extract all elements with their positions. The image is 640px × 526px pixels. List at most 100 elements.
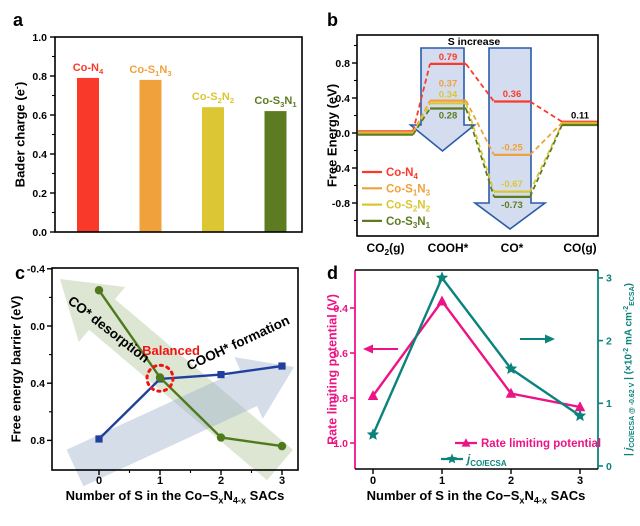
plot-frame: [51, 267, 299, 471]
y-axis-label: Bader charge (e-): [12, 82, 27, 188]
legend-label-2: Co-S1N3: [386, 183, 431, 197]
right-arrow: [545, 334, 555, 344]
plot-frame: [356, 34, 599, 237]
x-axis-label: Number of S in the Co−SxN4-x SACs: [367, 488, 586, 505]
data-point: [277, 441, 287, 451]
data-point: [573, 409, 587, 422]
right-tick-label: 0: [606, 461, 612, 473]
x-tick-label: 3: [279, 475, 285, 487]
bars-group: Co-N4 Co-S1N3 Co-S2N2 Co-S3N1: [73, 62, 297, 233]
s-increase-label: S increase: [448, 36, 501, 48]
data-point: [574, 401, 586, 412]
x-tick-label: 1: [157, 475, 163, 487]
value-label: 0.37: [439, 79, 458, 90]
x-tick-label: CO(g): [563, 241, 596, 255]
x-tick-label: 2: [218, 475, 224, 487]
bar-2: [139, 79, 162, 233]
y-tick-label: 0.6: [32, 110, 47, 122]
co-desorption-arrow: [60, 279, 293, 481]
bar-label-1: Co-N4: [73, 62, 104, 76]
x-tick-label: 2: [508, 475, 514, 487]
energy-steps: [358, 62, 598, 198]
series-group: [366, 271, 587, 440]
bar-3: [202, 107, 224, 232]
x-tick-label: CO2(g): [367, 241, 405, 257]
value-label: -0.67: [501, 179, 523, 190]
legend-label-2: jCO/ECSA: [465, 454, 507, 468]
data-point: [217, 371, 225, 379]
y-tick-label: 0.8: [30, 435, 45, 447]
data-point: [504, 362, 518, 375]
y-tick-label: 0.4: [32, 149, 47, 161]
series-line-2: [98, 289, 283, 448]
left-tick-label: 0.4: [333, 303, 348, 315]
y-tick-label: -0.4: [332, 163, 350, 175]
y-tick-label: 0.2: [32, 188, 47, 200]
cooh-formation-arrow: [66, 357, 294, 487]
series-line-2: [371, 275, 581, 436]
y-tick-label: 0.8: [32, 71, 47, 83]
y-tick-label: 0.0: [335, 128, 350, 140]
right-tick-label: 2: [606, 335, 612, 347]
data-point: [278, 362, 286, 370]
y-tick-label: 0.0: [32, 227, 47, 239]
y-tick-label: 0.4: [335, 93, 350, 105]
series-group: [94, 286, 287, 451]
x-tick-label: 1: [439, 475, 445, 487]
left-tick-label: 1.0: [333, 438, 348, 450]
balanced-label: Balanced: [142, 343, 200, 358]
data-point: [435, 271, 449, 284]
down-arrow-co: [472, 47, 548, 230]
left-arrow: [363, 344, 373, 354]
legend-label-1: Co-N4: [386, 167, 418, 181]
right-tick-label: 1: [606, 398, 612, 410]
panel-a-bader-charge-chart: Co-N4 Co-S1N3 Co-S2N2 Co-S3N1 0.0 0.2 0.4 0.6 0.…: [0, 0, 320, 263]
data-point: [95, 435, 103, 443]
panel-d-potential-current-chart: 0.4 0.6 0.8 1.0 0 1 2 3 0 1 2 3 Number of S in the C…: [320, 263, 640, 526]
y-tick-label: 0.4: [30, 378, 45, 390]
y-axis-label: Free energy barrier (eV): [9, 296, 24, 443]
series-line-1: [372, 299, 581, 409]
panel-c-energy-barrier-chart: -0.4 0.0 0.4 0.8 0 1 2 3 Number of S in the Co−S…: [0, 263, 320, 526]
right-axis-label: | jCO/ECSA @ -0.62 V | (×10-2 mA cm-2ECS…: [623, 283, 636, 456]
data-point: [94, 286, 104, 295]
value-label: -0.25: [501, 142, 523, 153]
legend-label-3: Co-S2N2: [386, 200, 431, 214]
bar-label-4: Co-S3N1: [254, 95, 297, 109]
data-point: [436, 295, 448, 306]
value-label: 0.28: [439, 111, 458, 122]
free-energy-diagram: S increase 0.79 0.370.34 0.28 0.36 -0.25 -0.67…: [325, 34, 599, 257]
legend-marker-2: [446, 453, 458, 464]
panel-letter-d: d: [327, 263, 338, 283]
value-label: 0.34: [439, 89, 458, 100]
series-line-1: [98, 364, 283, 440]
data-point: [155, 373, 165, 382]
axis-direction-arrows: [363, 334, 555, 354]
y-tick-label: 0.8: [335, 58, 350, 70]
right-tick-label: 3: [606, 273, 612, 285]
x-tick-label: 3: [577, 475, 583, 487]
data-point: [366, 428, 380, 440]
balanced-circle: [145, 363, 175, 393]
panel-letter-c: c: [15, 263, 26, 283]
y-axis-label: Free Energy (eV): [325, 84, 340, 187]
y-tick-label: 0.0: [30, 321, 45, 333]
bar-label-2: Co-S1N3: [129, 64, 171, 78]
left-axis-label: Rate limiting potential (V): [326, 294, 340, 445]
left-tick-label: 0.8: [333, 393, 348, 405]
value-label: 0.36: [503, 89, 522, 100]
value-label: -0.73: [501, 200, 523, 211]
bar-4: [264, 111, 287, 232]
y-tick-label: -0.4: [27, 264, 45, 276]
legend-label-4: Co-S3N1: [386, 216, 431, 230]
x-tick-label: 0: [96, 475, 102, 487]
value-label: 0.79: [439, 52, 458, 63]
background-arrows: [60, 279, 294, 487]
bar-1: [77, 77, 99, 233]
data-point: [505, 387, 517, 398]
